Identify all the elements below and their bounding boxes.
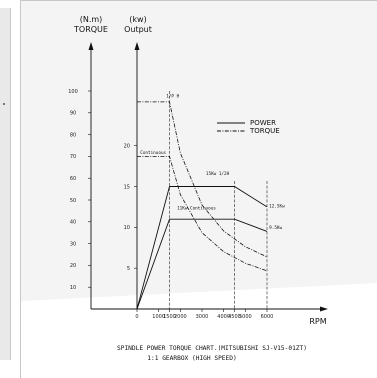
annotation-label: 9.5Kw (269, 225, 282, 231)
annotation-label: 15Kw 1/2H (206, 171, 230, 177)
x-tick-label: 4000 (217, 314, 230, 320)
power-torque-chart: 10 20 30 40 50 60 70 80 90 100 5 10 15 20 0 10001500200… (21, 15, 377, 378)
torque-tick-label: 30 (70, 241, 76, 247)
x-tick-label: 1500 (163, 314, 176, 320)
annotation-label: 12.5Kw (269, 204, 285, 210)
torque-axis-arrow (88, 42, 94, 50)
x-tick-label: 3000 (196, 314, 209, 320)
reference-lines (169, 91, 268, 309)
torque-tick-label: 20 (70, 263, 76, 269)
torque-tick-label: 70 (70, 154, 76, 160)
power-axis-arrow (134, 42, 140, 50)
chart-panel: 10 20 30 40 50 60 70 80 90 100 5 10 15 20 0 1000 1500 200… (20, 0, 377, 378)
x-tick-label: 6000 (261, 314, 274, 320)
power-tick-label: 20 (124, 143, 130, 149)
left-axis-unit: (N.m) (80, 15, 103, 24)
right-axis-unit: (kw) (129, 15, 146, 24)
torque-tick-label: 100 (68, 89, 78, 95)
torque-curve (137, 101, 268, 258)
power-curve (136, 218, 268, 310)
torque-tick-label: 60 (70, 176, 76, 182)
x-tick-label: 0 (135, 314, 138, 320)
chart-subtitle: 1:1 GEARBOX (HIGH SPEED) (147, 355, 236, 362)
torque-tick-label: 10 (70, 285, 76, 291)
annotations: 1/P H Continuous 15Kw 1/2H 11Kw Continuous 1… (140, 94, 285, 231)
x-axis-arrow (320, 306, 328, 312)
x-tick-label: 5000 (239, 314, 252, 320)
legend-label: TORQUE (249, 127, 280, 135)
power-tick-label: 5 (127, 266, 130, 272)
annotation-label: 11Kw Continuous (177, 205, 216, 211)
tick-marks: 10 20 30 40 50 60 70 80 90 100 5 10 15 20 0 10001500200… (68, 89, 273, 320)
right-axis-title: Output (124, 25, 152, 34)
torque-tick-label: 50 (70, 198, 76, 204)
x-tick-label: 2000 (174, 314, 187, 320)
torque-tick-label: 40 (70, 220, 76, 226)
white-lower-area (21, 283, 377, 378)
torque-tick-label: 90 (70, 111, 76, 117)
annotation-label: 1/P H (166, 94, 179, 100)
power-tick-label: 10 (124, 225, 130, 231)
x-tick-label: 4500 (228, 314, 241, 320)
power-tick-label: 15 (124, 184, 130, 190)
x-tick-label: 1000 (152, 314, 165, 320)
left-axis-title: TORQUE (73, 25, 108, 34)
series-lines (136, 101, 268, 310)
torque-curve (137, 156, 268, 272)
power-curve (136, 186, 268, 310)
left-panel-edge (0, 8, 11, 360)
x-axis-title: RPM (309, 317, 326, 326)
chart-title: SPINDLE POWER TORQUE CHART.(MITSUBISHI S… (117, 345, 307, 352)
legend-label: POWER (250, 119, 276, 127)
annotation-label: Continuous (140, 150, 166, 156)
panel-marker (3, 103, 5, 105)
torque-tick-label: 80 (70, 132, 76, 138)
